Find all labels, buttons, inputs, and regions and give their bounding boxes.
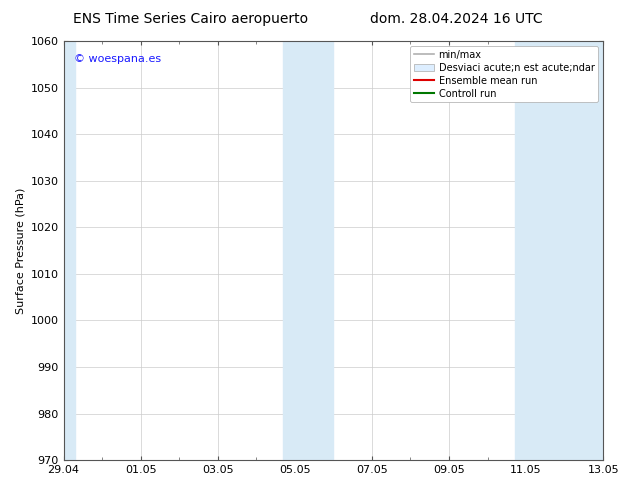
Bar xyxy=(283,41,333,460)
Text: © woespana.es: © woespana.es xyxy=(74,53,162,64)
Text: ENS Time Series Cairo aeropuerto: ENS Time Series Cairo aeropuerto xyxy=(73,12,307,26)
Legend: min/max, Desviaci acute;n est acute;ndar, Ensemble mean run, Controll run: min/max, Desviaci acute;n est acute;ndar… xyxy=(410,46,598,102)
Y-axis label: Surface Pressure (hPa): Surface Pressure (hPa) xyxy=(15,187,25,314)
Bar xyxy=(515,41,603,460)
Text: dom. 28.04.2024 16 UTC: dom. 28.04.2024 16 UTC xyxy=(370,12,543,26)
Bar xyxy=(63,41,75,460)
